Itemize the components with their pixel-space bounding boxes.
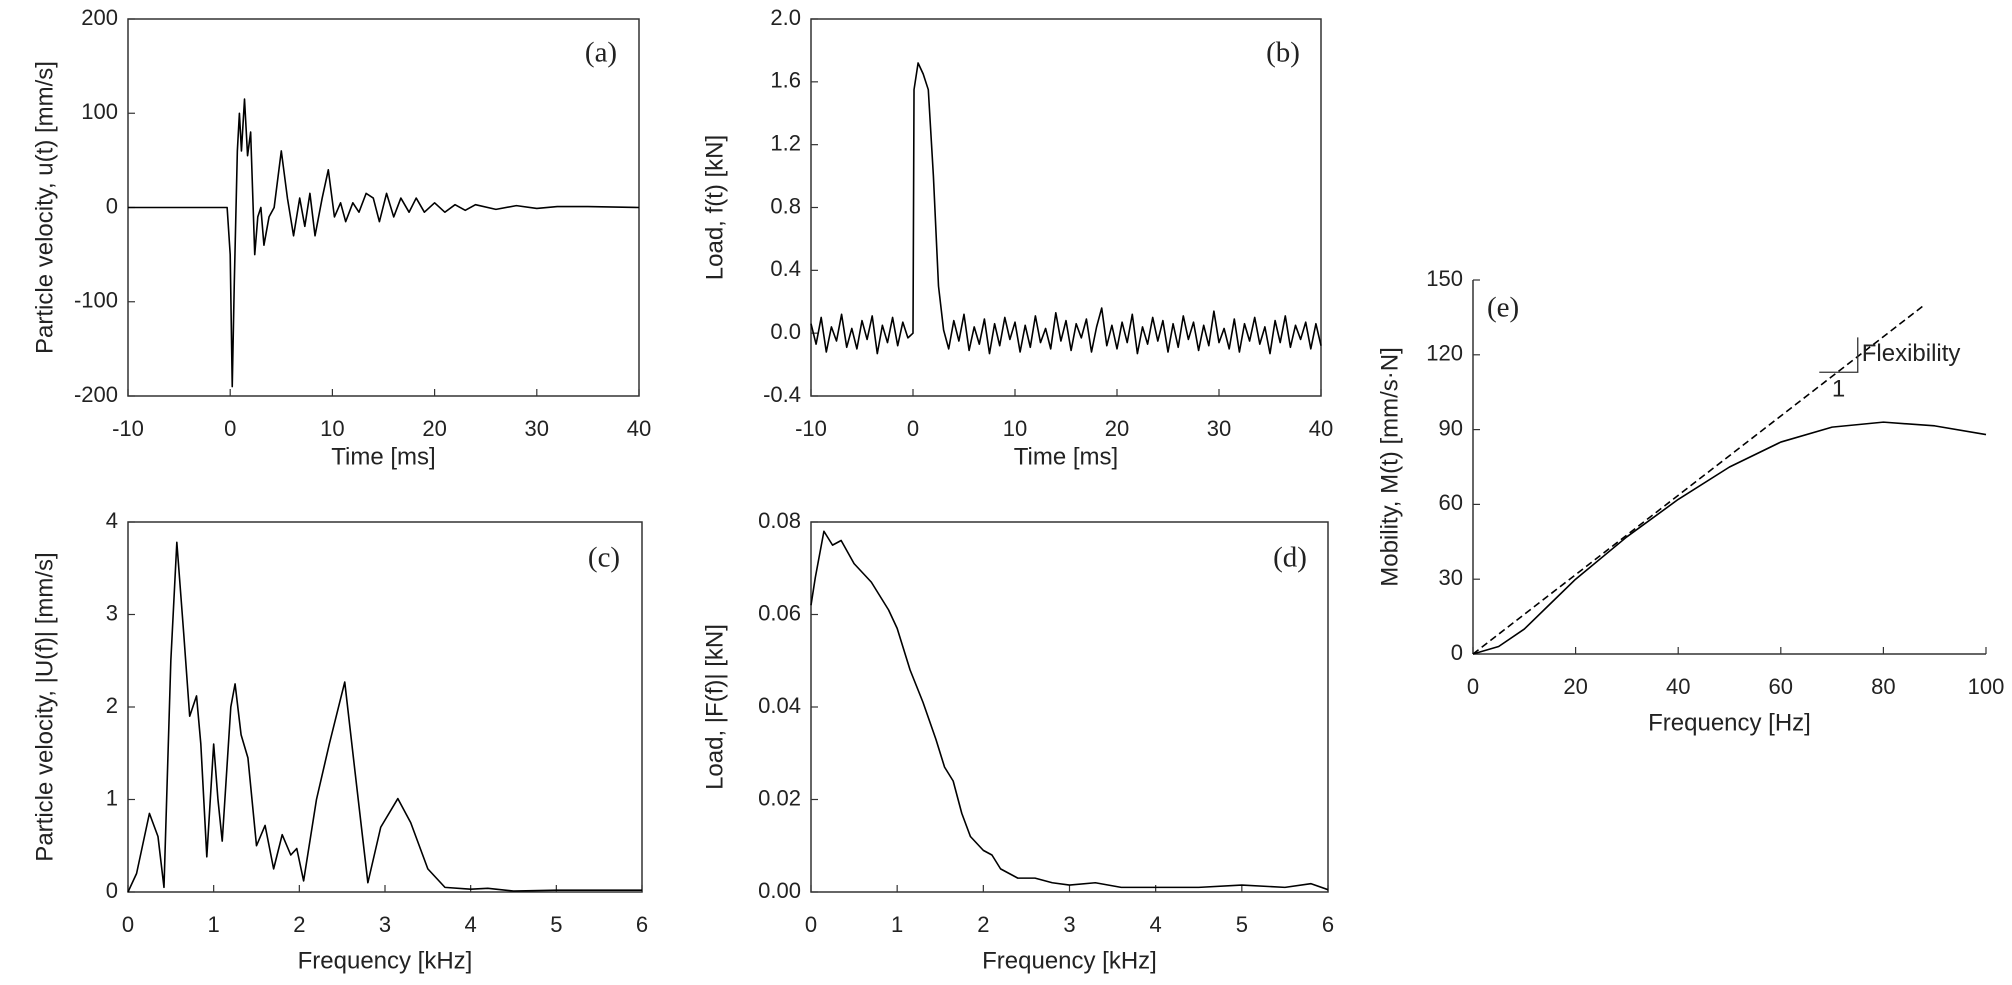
y-tick-label: 60 <box>1439 490 1463 515</box>
x-axis-label: Frequency [kHz] <box>982 947 1157 974</box>
panel: 0.00 0.02 0.04 0.06 0.08 0 1 2 3 4 5 6 Frequency [kH… <box>701 508 1334 975</box>
data-line <box>127 541 642 893</box>
x-tick-label: 2 <box>293 912 305 937</box>
x-tick-label: 1 <box>208 912 220 937</box>
x-tick-label: -10 <box>112 416 144 441</box>
x-tick-label: 5 <box>550 912 562 937</box>
y-tick-label: 0.08 <box>758 508 801 533</box>
x-tick-label: 40 <box>627 416 651 441</box>
y-axis-label: Mobility, M(t) [mm/s·N] <box>1376 347 1403 587</box>
y-tick-label: 0.00 <box>758 878 801 903</box>
x-axis-label: Frequency [kHz] <box>298 947 473 974</box>
x-tick-label: 0 <box>1467 674 1479 699</box>
x-tick-label: 10 <box>1003 416 1027 441</box>
x-tick-label: 3 <box>1063 912 1075 937</box>
x-tick-label: 6 <box>636 912 648 937</box>
y-tick-label: 100 <box>81 99 118 124</box>
y-tick-label: 0.0 <box>770 319 801 344</box>
panel: -0.4 0.0 0.4 0.8 1.2 1.6 2.0 -10 0 10 20 30 40 Time [… <box>701 5 1333 471</box>
data-line <box>810 62 1322 355</box>
x-tick-label: 0 <box>907 416 919 441</box>
panel: 0 1 2 3 4 0 1 2 3 4 5 6 Frequency [kHz] Particle velo… <box>31 508 648 975</box>
data-line <box>1472 421 1987 655</box>
x-tick-label: 0 <box>224 416 236 441</box>
x-axis-label: Time [ms] <box>1014 443 1118 470</box>
y-tick-label: 0.02 <box>758 785 801 810</box>
panel-label: (d) <box>1273 542 1307 574</box>
y-tick-label: 0.06 <box>758 600 801 625</box>
x-tick-label: 60 <box>1769 674 1793 699</box>
y-tick-label: 0.4 <box>770 256 801 281</box>
y-tick-label: 0.8 <box>770 193 801 218</box>
y-axis-label: Particle velocity, u(t) [mm/s] <box>31 61 58 354</box>
y-tick-label: 200 <box>81 5 118 30</box>
x-tick-label: 3 <box>379 912 391 937</box>
y-tick-label: 150 <box>1426 266 1463 291</box>
y-tick-label: 4 <box>106 508 118 533</box>
x-tick-label: 4 <box>1150 912 1162 937</box>
annotation: Flexibility <box>1862 340 1961 367</box>
y-tick-label: 3 <box>106 600 118 625</box>
y-tick-label: 1.2 <box>770 130 801 155</box>
x-tick-label: 40 <box>1666 674 1690 699</box>
x-tick-label: 100 <box>1968 674 2005 699</box>
panel-label: (e) <box>1487 292 1519 324</box>
x-tick-label: 5 <box>1236 912 1248 937</box>
x-tick-label: 30 <box>525 416 549 441</box>
x-tick-label: 30 <box>1207 416 1231 441</box>
x-tick-label: 20 <box>1105 416 1129 441</box>
y-tick-label: 1.6 <box>770 68 801 93</box>
x-tick-label: -10 <box>795 416 827 441</box>
x-tick-label: 4 <box>465 912 477 937</box>
y-tick-label: 0 <box>106 193 118 218</box>
panel-label: (c) <box>588 542 620 574</box>
panel-label: (a) <box>585 37 617 69</box>
annotation: 1 <box>1832 376 1845 403</box>
data-line <box>1472 304 1925 655</box>
x-tick-label: 0 <box>122 912 134 937</box>
y-tick-label: 2 <box>106 693 118 718</box>
y-axis-label: Load, |F(f)| [kN] <box>701 624 728 790</box>
y-tick-label: 1 <box>106 785 118 810</box>
x-tick-label: 40 <box>1309 416 1333 441</box>
y-tick-label: -0.4 <box>763 382 801 407</box>
data-line <box>128 98 640 388</box>
data-line <box>810 530 1329 891</box>
y-axis-label: Particle velocity, |U(f)| [mm/s] <box>31 552 58 861</box>
panel-label: (b) <box>1266 37 1300 69</box>
y-tick-label: 90 <box>1439 415 1463 440</box>
x-tick-label: 80 <box>1871 674 1895 699</box>
x-tick-label: 6 <box>1322 912 1334 937</box>
x-tick-label: 20 <box>422 416 446 441</box>
panel: 0 30 60 90 120 150 0 20 40 60 80 100 Frequency [Hz] M… <box>1376 266 2004 737</box>
y-tick-label: 30 <box>1439 565 1463 590</box>
y-tick-label: 0 <box>1451 640 1463 665</box>
x-tick-label: 0 <box>805 912 817 937</box>
x-axis-label: Time [ms] <box>331 443 435 470</box>
x-tick-label: 20 <box>1563 674 1587 699</box>
slope-triangle <box>1819 337 1859 373</box>
y-tick-label: 2.0 <box>770 5 801 30</box>
y-tick-label: -100 <box>74 288 118 313</box>
y-tick-label: 120 <box>1426 341 1463 366</box>
x-tick-label: 2 <box>977 912 989 937</box>
y-tick-label: 0 <box>106 878 118 903</box>
y-axis-label: Load, f(t) [kN] <box>701 135 728 280</box>
x-tick-label: 1 <box>891 912 903 937</box>
x-axis-label: Frequency [Hz] <box>1648 709 1811 736</box>
plot-frame <box>810 521 1329 893</box>
y-tick-label: -200 <box>74 382 118 407</box>
y-tick-label: 0.04 <box>758 693 801 718</box>
x-tick-label: 10 <box>320 416 344 441</box>
